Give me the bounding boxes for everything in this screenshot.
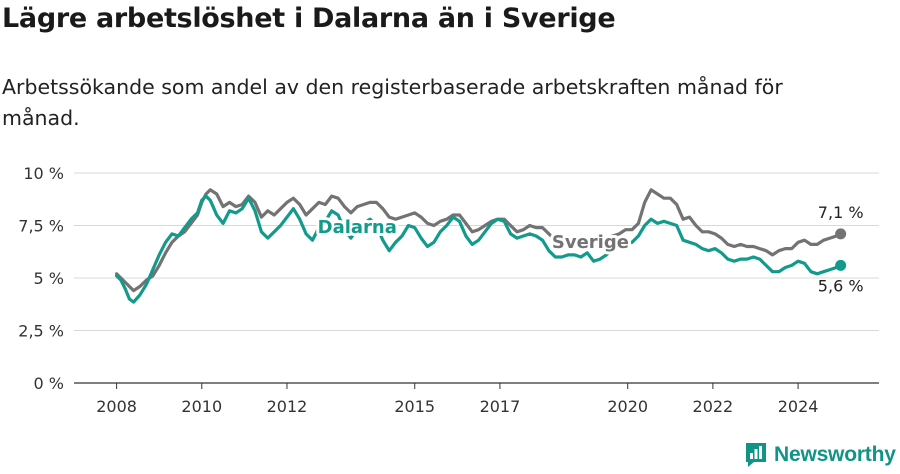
dalarna-end-point <box>835 259 847 271</box>
y-tick-label: 5 % <box>34 269 64 288</box>
chart-subtitle: Arbetssökande som andel av den registerb… <box>2 75 783 130</box>
dalarna-line <box>115 194 843 304</box>
y-tick-label: 7,5 % <box>18 217 64 236</box>
x-tick-label: 2012 <box>267 397 308 416</box>
dalarna-end-value: 5,6 % <box>818 276 864 295</box>
x-tick-label: 2010 <box>181 397 222 416</box>
y-tick-label: 10 % <box>23 164 64 183</box>
x-tick-label: 2020 <box>607 397 648 416</box>
x-tick-label: 2008 <box>96 397 137 416</box>
sverige-end-value: 7,1 % <box>818 203 864 222</box>
x-tick-label: 2015 <box>394 397 435 416</box>
x-axis: 2008 2010 2012 2015 2017 2020 2022 2024 <box>96 383 818 416</box>
x-tick-label: 2017 <box>480 397 521 416</box>
sverige-end-point <box>835 228 847 240</box>
x-tick-label: 2024 <box>778 397 819 416</box>
sverige-series-label: Sverige <box>552 232 629 253</box>
x-tick-label: 2022 <box>693 397 734 416</box>
brand-name: Newsworthy <box>774 443 896 466</box>
chart-title: Lägre arbetslöshet i Dalarna än i Sverig… <box>2 3 616 34</box>
newsworthy-logo: Newsworthy <box>744 442 896 468</box>
label-layer: 7,1 % 5,6 % Dalarna Sverige <box>315 203 864 296</box>
sverige-line <box>115 188 843 293</box>
dalarna-series-label: Dalarna <box>318 217 397 238</box>
y-tick-label: 2,5 % <box>18 322 64 341</box>
chart-bars-icon <box>746 443 766 467</box>
y-axis: 0 % 2,5 % 5 % 7,5 % 10 % <box>18 164 64 393</box>
y-tick-label: 0 % <box>34 374 64 393</box>
grid-layer <box>74 172 879 384</box>
series-layer <box>115 188 847 304</box>
